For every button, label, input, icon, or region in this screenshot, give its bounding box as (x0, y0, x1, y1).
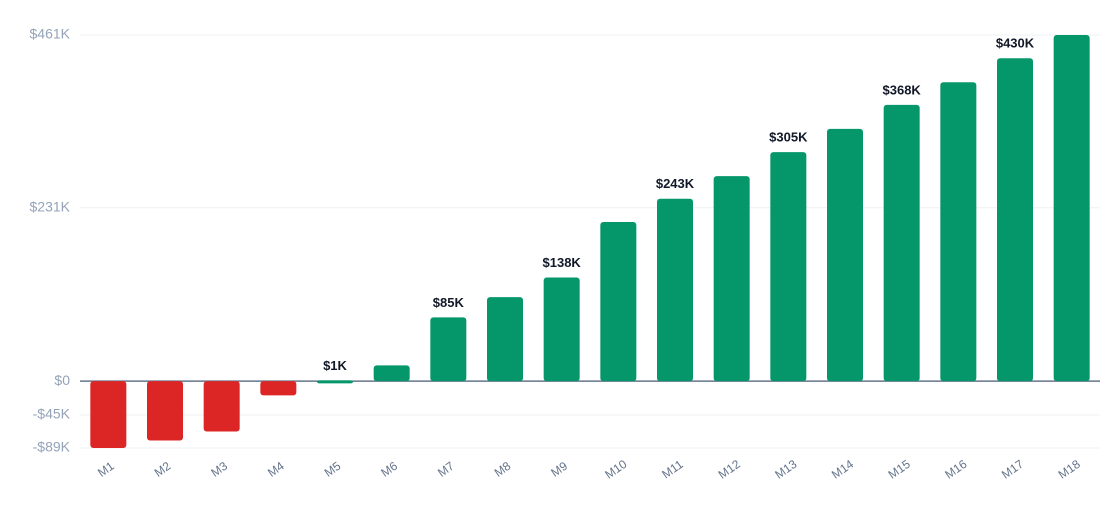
bar (770, 152, 807, 382)
bar (713, 176, 750, 382)
value-label: $1K (323, 358, 347, 373)
bar (430, 317, 467, 382)
x-tick-label: M17 (999, 457, 1026, 482)
y-tick-label: $461K (30, 26, 71, 42)
value-label: -$89K (91, 429, 127, 444)
bar (883, 104, 920, 382)
x-tick-label: M16 (942, 457, 969, 482)
bar (657, 198, 693, 382)
x-tick-label: M6 (378, 459, 400, 480)
value-label: $243K (656, 176, 695, 191)
x-tick-label: M5 (322, 459, 344, 480)
x-tick-label: M11 (659, 457, 686, 482)
x-tick-label: M4 (265, 459, 287, 480)
bar (260, 381, 297, 396)
bar (203, 381, 240, 432)
bar (827, 128, 863, 382)
x-tick-label: M13 (772, 457, 799, 482)
value-label: $138K (543, 255, 582, 270)
x-tick-label: M7 (435, 459, 457, 480)
value-label: $305K (769, 130, 808, 145)
x-tick-label: M15 (886, 457, 913, 482)
bar (373, 365, 410, 382)
x-tick-label: M12 (716, 457, 743, 482)
y-tick-label: -$89K (33, 439, 71, 455)
x-tick-label: M1 (95, 459, 117, 480)
y-tick-label: -$45K (33, 406, 71, 422)
bar (487, 297, 523, 382)
x-tick-label: M10 (602, 457, 629, 482)
x-tick-label: M14 (829, 457, 856, 482)
y-tick-label: $0 (54, 372, 70, 388)
y-tick-label: $231K (30, 198, 71, 214)
value-label: $85K (433, 295, 465, 310)
bar (543, 277, 580, 382)
x-tick-label: M9 (548, 459, 570, 480)
value-label: -$67K (204, 413, 240, 428)
bar (90, 381, 127, 448)
bar (1053, 35, 1090, 382)
bar (940, 82, 977, 382)
x-tick-label: M8 (492, 459, 514, 480)
x-tick-label: M2 (152, 459, 174, 480)
bar (997, 58, 1033, 382)
bar (317, 380, 353, 384)
x-tick-label: M18 (1056, 457, 1083, 482)
value-label: $368K (883, 82, 922, 97)
bar (600, 221, 637, 382)
bar (147, 381, 183, 441)
value-label: $430K (996, 36, 1035, 51)
x-tick-label: M3 (208, 459, 230, 480)
